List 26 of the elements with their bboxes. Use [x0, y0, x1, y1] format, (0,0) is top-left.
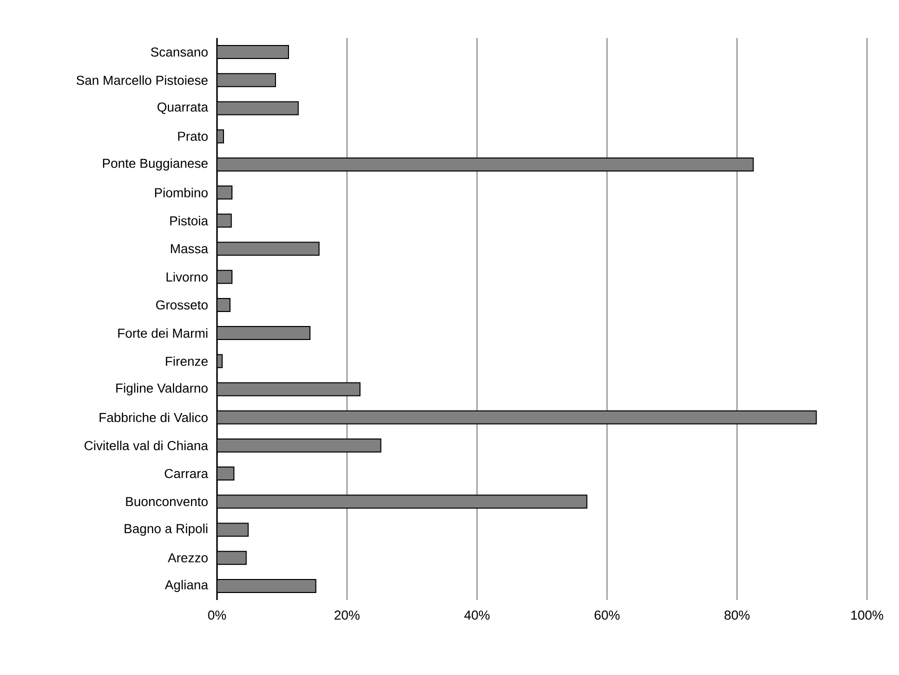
y-tick-label: Buonconvento [126, 497, 208, 506]
y-tick-label: Prato [178, 132, 208, 141]
y-tick-label: Agliana [164, 580, 208, 592]
y-tick-label: Grosseto [156, 300, 208, 310]
y-tick-label: Massa [170, 244, 208, 254]
y-tick-label: Bagno a Ripoli [124, 524, 208, 536]
y-tick-label: Ponte Buggianese [103, 158, 208, 171]
y-tick-label: Piombino [155, 188, 208, 198]
x-tick-label: 100% [851, 610, 884, 620]
x-tick-label: 20% [334, 610, 360, 620]
x-tick-label: 80% [724, 610, 750, 620]
x-tick-label: 40% [464, 610, 490, 620]
y-tick-label: Fabbriche di Valico [100, 412, 208, 422]
y-tick-label: Pistoia [170, 216, 208, 226]
x-tick-label: 60% [594, 610, 620, 620]
y-tick-label: Firenze [166, 356, 208, 366]
y-tick-label: Forte dei Marmi [118, 328, 208, 338]
y-tick-label: Quarrata [158, 102, 208, 114]
y-tick-label: Civitella val di Chiana [84, 440, 208, 450]
y-tick-label: Figline Valdarno [116, 383, 208, 396]
x-tick-label: 0% [208, 610, 226, 620]
y-tick-label: Scansano [150, 47, 208, 57]
y-tick-label: San Marcello Pistoiese [76, 75, 208, 85]
y-tick-label: Arezzo [168, 553, 208, 562]
y-tick-label: Carrara [164, 468, 208, 478]
y-tick-label: Livorno [166, 272, 208, 282]
